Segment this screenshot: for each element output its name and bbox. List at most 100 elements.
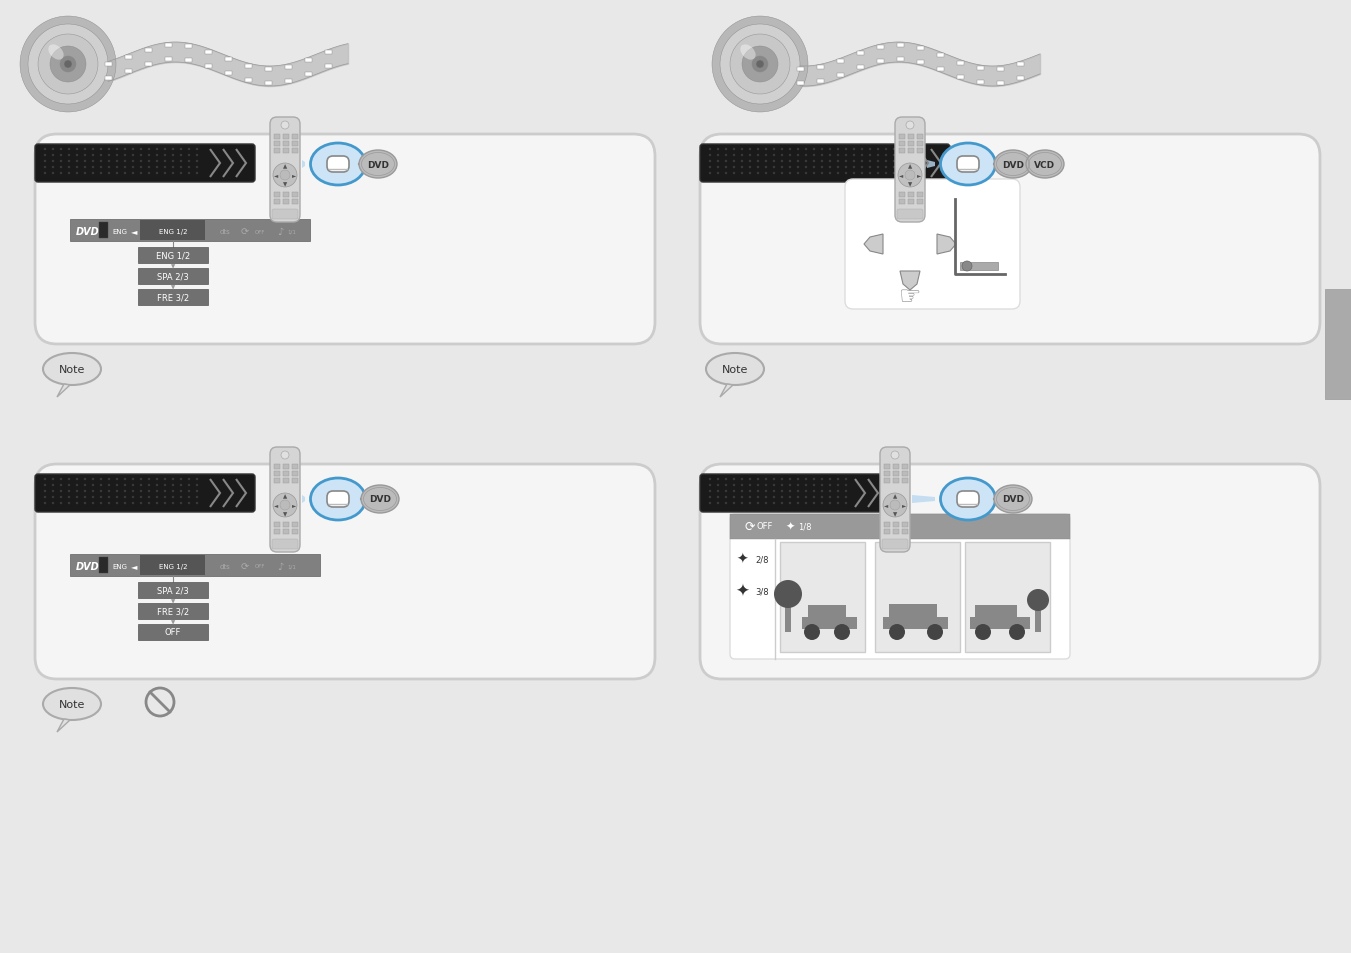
Circle shape — [92, 478, 95, 480]
Circle shape — [732, 161, 735, 163]
Circle shape — [188, 478, 190, 480]
FancyBboxPatch shape — [700, 475, 900, 513]
Circle shape — [92, 161, 95, 163]
Circle shape — [155, 167, 158, 169]
Circle shape — [975, 624, 992, 640]
Bar — [245, 65, 253, 69]
Bar — [145, 63, 151, 67]
Circle shape — [797, 490, 800, 493]
Text: ◄: ◄ — [274, 503, 278, 508]
Text: ENG 1/2: ENG 1/2 — [159, 563, 188, 569]
Circle shape — [139, 149, 142, 151]
Circle shape — [132, 502, 134, 505]
Circle shape — [147, 502, 150, 505]
Bar — [857, 52, 863, 56]
Circle shape — [789, 497, 792, 498]
Circle shape — [147, 161, 150, 163]
Circle shape — [68, 497, 70, 498]
Circle shape — [905, 171, 915, 181]
Bar — [898, 149, 905, 153]
Bar — [908, 193, 915, 198]
Circle shape — [720, 25, 800, 105]
Circle shape — [132, 172, 134, 175]
Circle shape — [43, 478, 46, 480]
Circle shape — [59, 161, 62, 163]
Circle shape — [196, 154, 199, 157]
Text: Note: Note — [721, 365, 748, 375]
Circle shape — [51, 502, 54, 505]
Circle shape — [132, 497, 134, 498]
Bar — [898, 135, 905, 140]
Bar — [305, 73, 312, 77]
Circle shape — [76, 502, 78, 505]
Text: 3/8: 3/8 — [755, 587, 769, 596]
Circle shape — [155, 154, 158, 157]
Bar — [970, 618, 1029, 629]
Circle shape — [100, 154, 103, 157]
Circle shape — [765, 490, 767, 493]
Circle shape — [724, 149, 727, 151]
Ellipse shape — [43, 688, 101, 720]
Bar — [938, 54, 944, 58]
Text: ▲: ▲ — [908, 164, 912, 170]
Circle shape — [717, 161, 719, 163]
Circle shape — [757, 172, 759, 175]
Bar — [124, 56, 131, 60]
Circle shape — [43, 497, 46, 498]
Circle shape — [68, 154, 70, 157]
Circle shape — [717, 154, 719, 157]
Circle shape — [805, 149, 807, 151]
Circle shape — [196, 161, 199, 163]
Circle shape — [172, 149, 174, 151]
Circle shape — [196, 478, 199, 480]
Circle shape — [907, 122, 915, 130]
Polygon shape — [57, 385, 70, 397]
Bar — [274, 142, 280, 147]
Circle shape — [147, 172, 150, 175]
Circle shape — [789, 149, 792, 151]
Circle shape — [281, 452, 289, 459]
Ellipse shape — [940, 478, 996, 520]
Bar — [730, 515, 1070, 539]
Text: ENG 1/2: ENG 1/2 — [159, 229, 188, 234]
Ellipse shape — [361, 485, 399, 514]
Circle shape — [92, 149, 95, 151]
Circle shape — [59, 167, 62, 169]
Bar — [292, 142, 299, 147]
Circle shape — [147, 478, 150, 480]
Circle shape — [724, 497, 727, 498]
Circle shape — [828, 484, 831, 487]
Circle shape — [132, 484, 134, 487]
Circle shape — [59, 484, 62, 487]
Bar — [282, 530, 289, 535]
Circle shape — [852, 167, 855, 169]
Bar — [797, 82, 804, 86]
Circle shape — [76, 490, 78, 493]
Circle shape — [844, 167, 847, 169]
Circle shape — [196, 497, 199, 498]
Circle shape — [885, 161, 888, 163]
Text: DVD: DVD — [367, 160, 389, 170]
Circle shape — [1027, 589, 1048, 612]
Polygon shape — [303, 161, 305, 169]
Circle shape — [100, 478, 103, 480]
Ellipse shape — [43, 354, 101, 386]
Text: 1/8: 1/8 — [798, 522, 812, 531]
Bar — [138, 269, 208, 285]
Circle shape — [834, 624, 850, 640]
Bar — [965, 542, 1050, 652]
Circle shape — [100, 497, 103, 498]
Circle shape — [281, 122, 289, 130]
Circle shape — [709, 167, 711, 169]
Circle shape — [821, 161, 823, 163]
Text: ►: ► — [292, 503, 296, 508]
Circle shape — [813, 149, 815, 151]
Bar — [902, 530, 908, 535]
Circle shape — [836, 497, 839, 498]
Circle shape — [773, 478, 775, 480]
Circle shape — [789, 167, 792, 169]
Bar — [893, 522, 898, 527]
Circle shape — [757, 497, 759, 498]
Bar — [908, 149, 915, 153]
Circle shape — [51, 161, 54, 163]
